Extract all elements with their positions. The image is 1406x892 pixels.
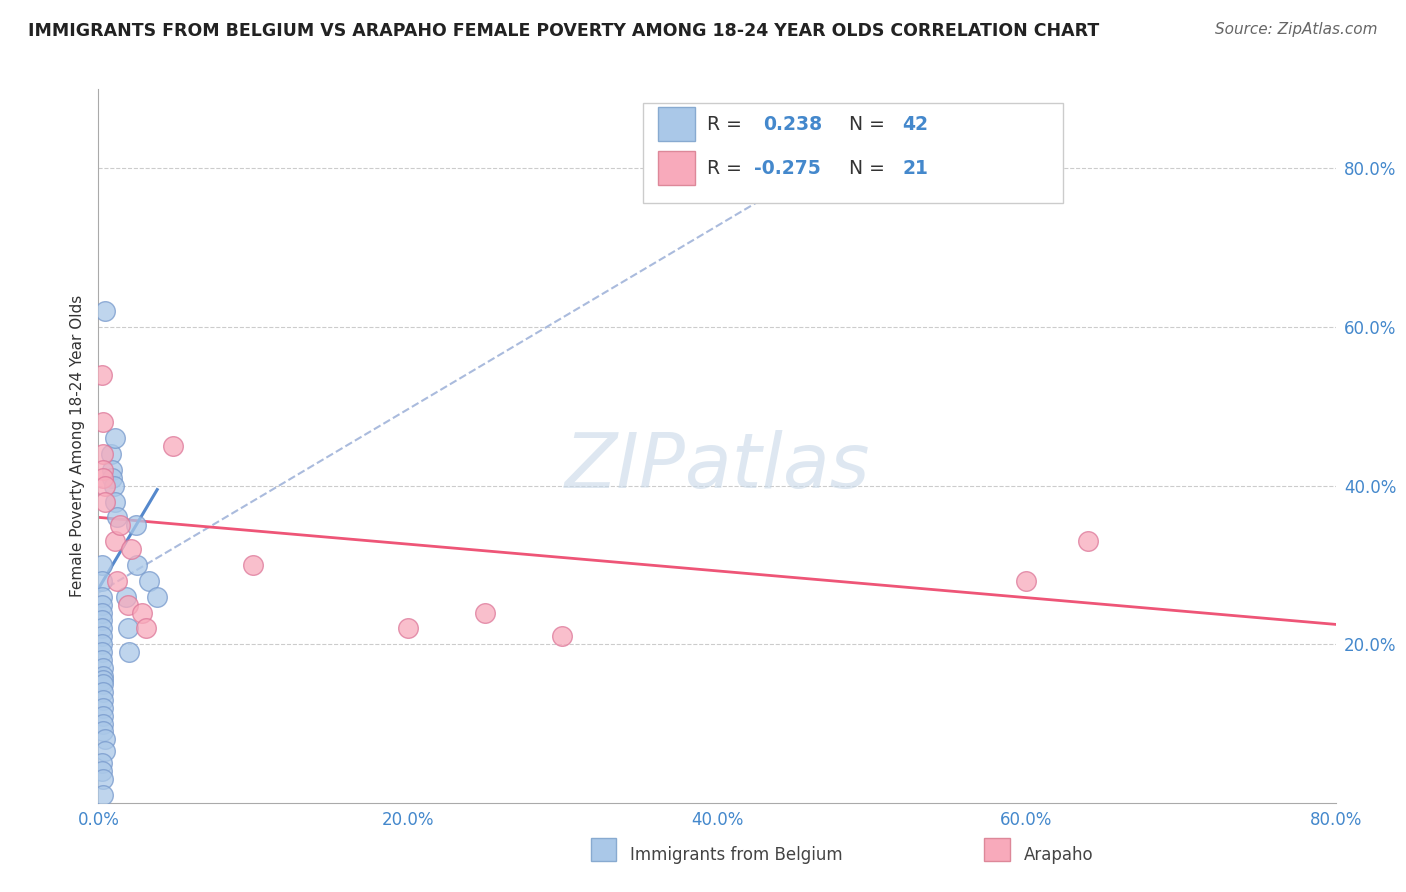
Text: 21: 21	[903, 159, 928, 178]
Point	[90, 614, 112, 628]
Point	[120, 542, 142, 557]
Point	[127, 558, 149, 572]
Point	[91, 677, 114, 691]
Point	[118, 645, 141, 659]
Point	[90, 764, 112, 778]
Point	[90, 574, 112, 588]
FancyBboxPatch shape	[658, 151, 695, 186]
Text: N =: N =	[849, 115, 891, 134]
Point	[93, 744, 115, 758]
Point	[91, 661, 114, 675]
Point	[138, 574, 160, 588]
Point	[93, 304, 115, 318]
FancyBboxPatch shape	[658, 107, 695, 142]
Point	[91, 692, 114, 706]
Point	[104, 494, 127, 508]
Point	[115, 590, 138, 604]
Point	[242, 558, 264, 572]
Point	[1077, 534, 1099, 549]
Point	[105, 510, 128, 524]
Point	[135, 621, 157, 635]
Point	[162, 439, 184, 453]
Point	[90, 756, 112, 771]
Point	[117, 598, 139, 612]
Point	[90, 606, 112, 620]
Text: Arapaho: Arapaho	[1024, 846, 1094, 863]
Point	[91, 463, 114, 477]
Point	[100, 447, 122, 461]
Point	[91, 772, 114, 786]
Point	[101, 471, 124, 485]
Point	[131, 606, 153, 620]
Point	[90, 629, 112, 643]
Text: Immigrants from Belgium: Immigrants from Belgium	[630, 846, 842, 863]
Point	[93, 494, 115, 508]
Point	[124, 518, 146, 533]
Point	[91, 708, 114, 723]
Text: 42: 42	[903, 115, 928, 134]
Point	[90, 637, 112, 651]
Point	[1015, 574, 1038, 588]
Text: IMMIGRANTS FROM BELGIUM VS ARAPAHO FEMALE POVERTY AMONG 18-24 YEAR OLDS CORRELAT: IMMIGRANTS FROM BELGIUM VS ARAPAHO FEMAL…	[28, 22, 1099, 40]
Point	[91, 415, 114, 429]
Point	[90, 590, 112, 604]
FancyBboxPatch shape	[643, 103, 1063, 203]
Point	[91, 669, 114, 683]
Point	[108, 518, 131, 533]
Point	[91, 673, 114, 687]
Point	[146, 590, 169, 604]
Point	[90, 621, 112, 635]
Point	[93, 732, 115, 747]
Text: N =: N =	[849, 159, 891, 178]
Point	[91, 724, 114, 739]
Point	[104, 431, 127, 445]
Point	[104, 534, 127, 549]
Point	[90, 598, 112, 612]
Point	[90, 653, 112, 667]
Y-axis label: Female Poverty Among 18-24 Year Olds: Female Poverty Among 18-24 Year Olds	[70, 295, 86, 597]
Point	[90, 558, 112, 572]
Point	[474, 606, 496, 620]
Point	[91, 700, 114, 714]
Point	[91, 685, 114, 699]
Text: Source: ZipAtlas.com: Source: ZipAtlas.com	[1215, 22, 1378, 37]
Point	[117, 621, 139, 635]
Text: 0.238: 0.238	[763, 115, 823, 134]
Point	[551, 629, 574, 643]
Point	[93, 478, 115, 492]
Point	[101, 463, 124, 477]
Point	[90, 645, 112, 659]
Point	[91, 716, 114, 731]
Point	[105, 574, 128, 588]
Point	[91, 447, 114, 461]
Point	[396, 621, 419, 635]
Point	[103, 478, 125, 492]
Text: R =: R =	[707, 159, 748, 178]
Text: -0.275: -0.275	[754, 159, 821, 178]
Point	[91, 471, 114, 485]
Text: ZIPatlas: ZIPatlas	[564, 431, 870, 504]
Point	[90, 368, 112, 382]
Point	[91, 788, 114, 802]
Text: R =: R =	[707, 115, 748, 134]
